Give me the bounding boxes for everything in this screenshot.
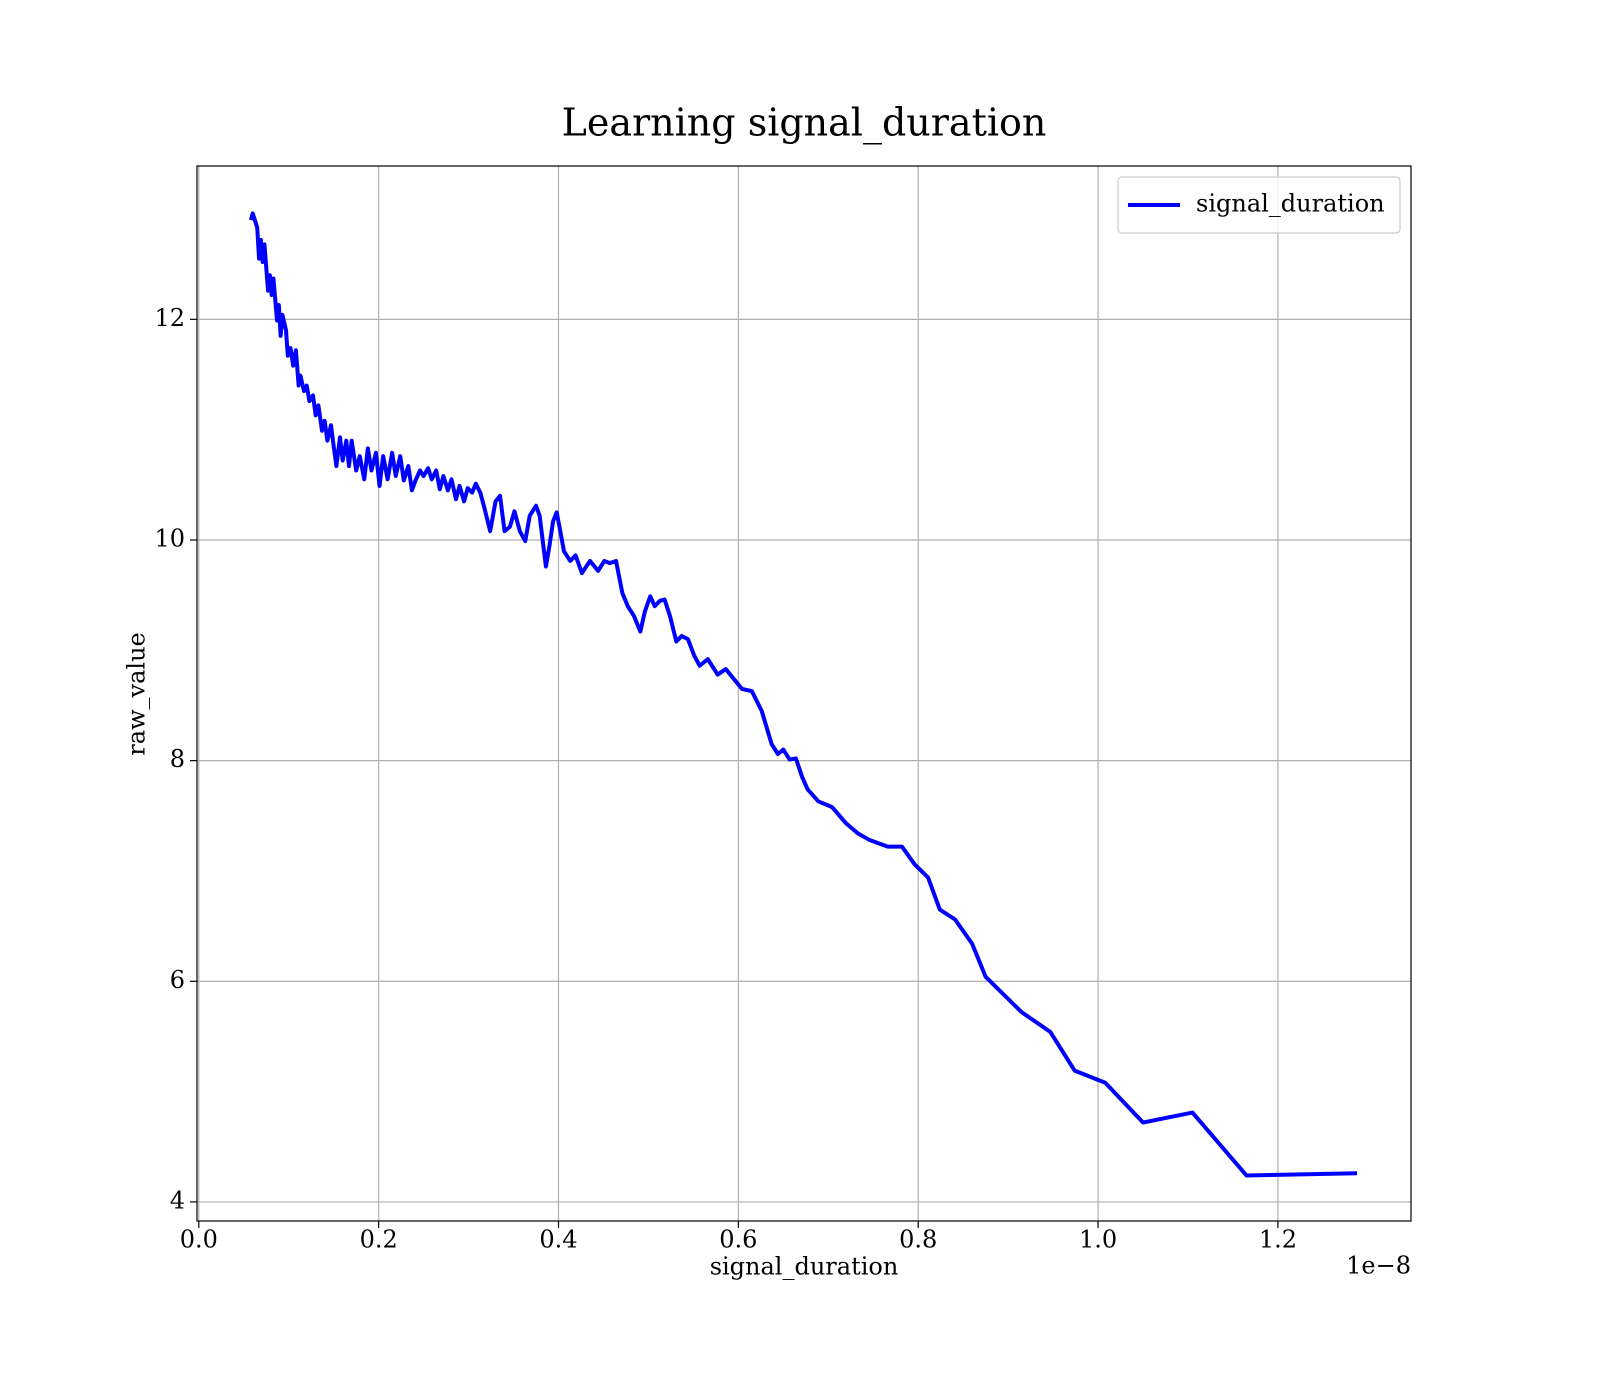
y-axis-label: raw_value (123, 632, 151, 756)
x-tick-label: 0.4 (539, 1226, 577, 1254)
y-tick-label: 10 (154, 524, 185, 552)
x-tick-label: 1.0 (1079, 1226, 1117, 1254)
x-tick-label: 0.8 (899, 1226, 937, 1254)
y-tick-label: 4 (170, 1186, 185, 1214)
x-axis-label: signal_duration (710, 1253, 899, 1281)
data-line (249, 211, 1358, 1178)
y-tick-label: 12 (154, 304, 185, 332)
legend-label: signal_duration (1196, 190, 1385, 218)
x-tick-label: 0.2 (360, 1226, 398, 1254)
chart-title: Learning signal_duration (562, 101, 1047, 146)
plot-frame (196, 165, 1412, 1222)
x-tick-label: 0.0 (180, 1226, 218, 1254)
x-tick-label: 0.6 (719, 1226, 757, 1254)
y-tick-label: 6 (170, 966, 185, 994)
x-offset-label: 1e−8 (1346, 1252, 1411, 1280)
x-tick-label: 1.2 (1259, 1226, 1297, 1254)
legend-box (1117, 176, 1401, 234)
y-tick-label: 8 (170, 745, 185, 773)
